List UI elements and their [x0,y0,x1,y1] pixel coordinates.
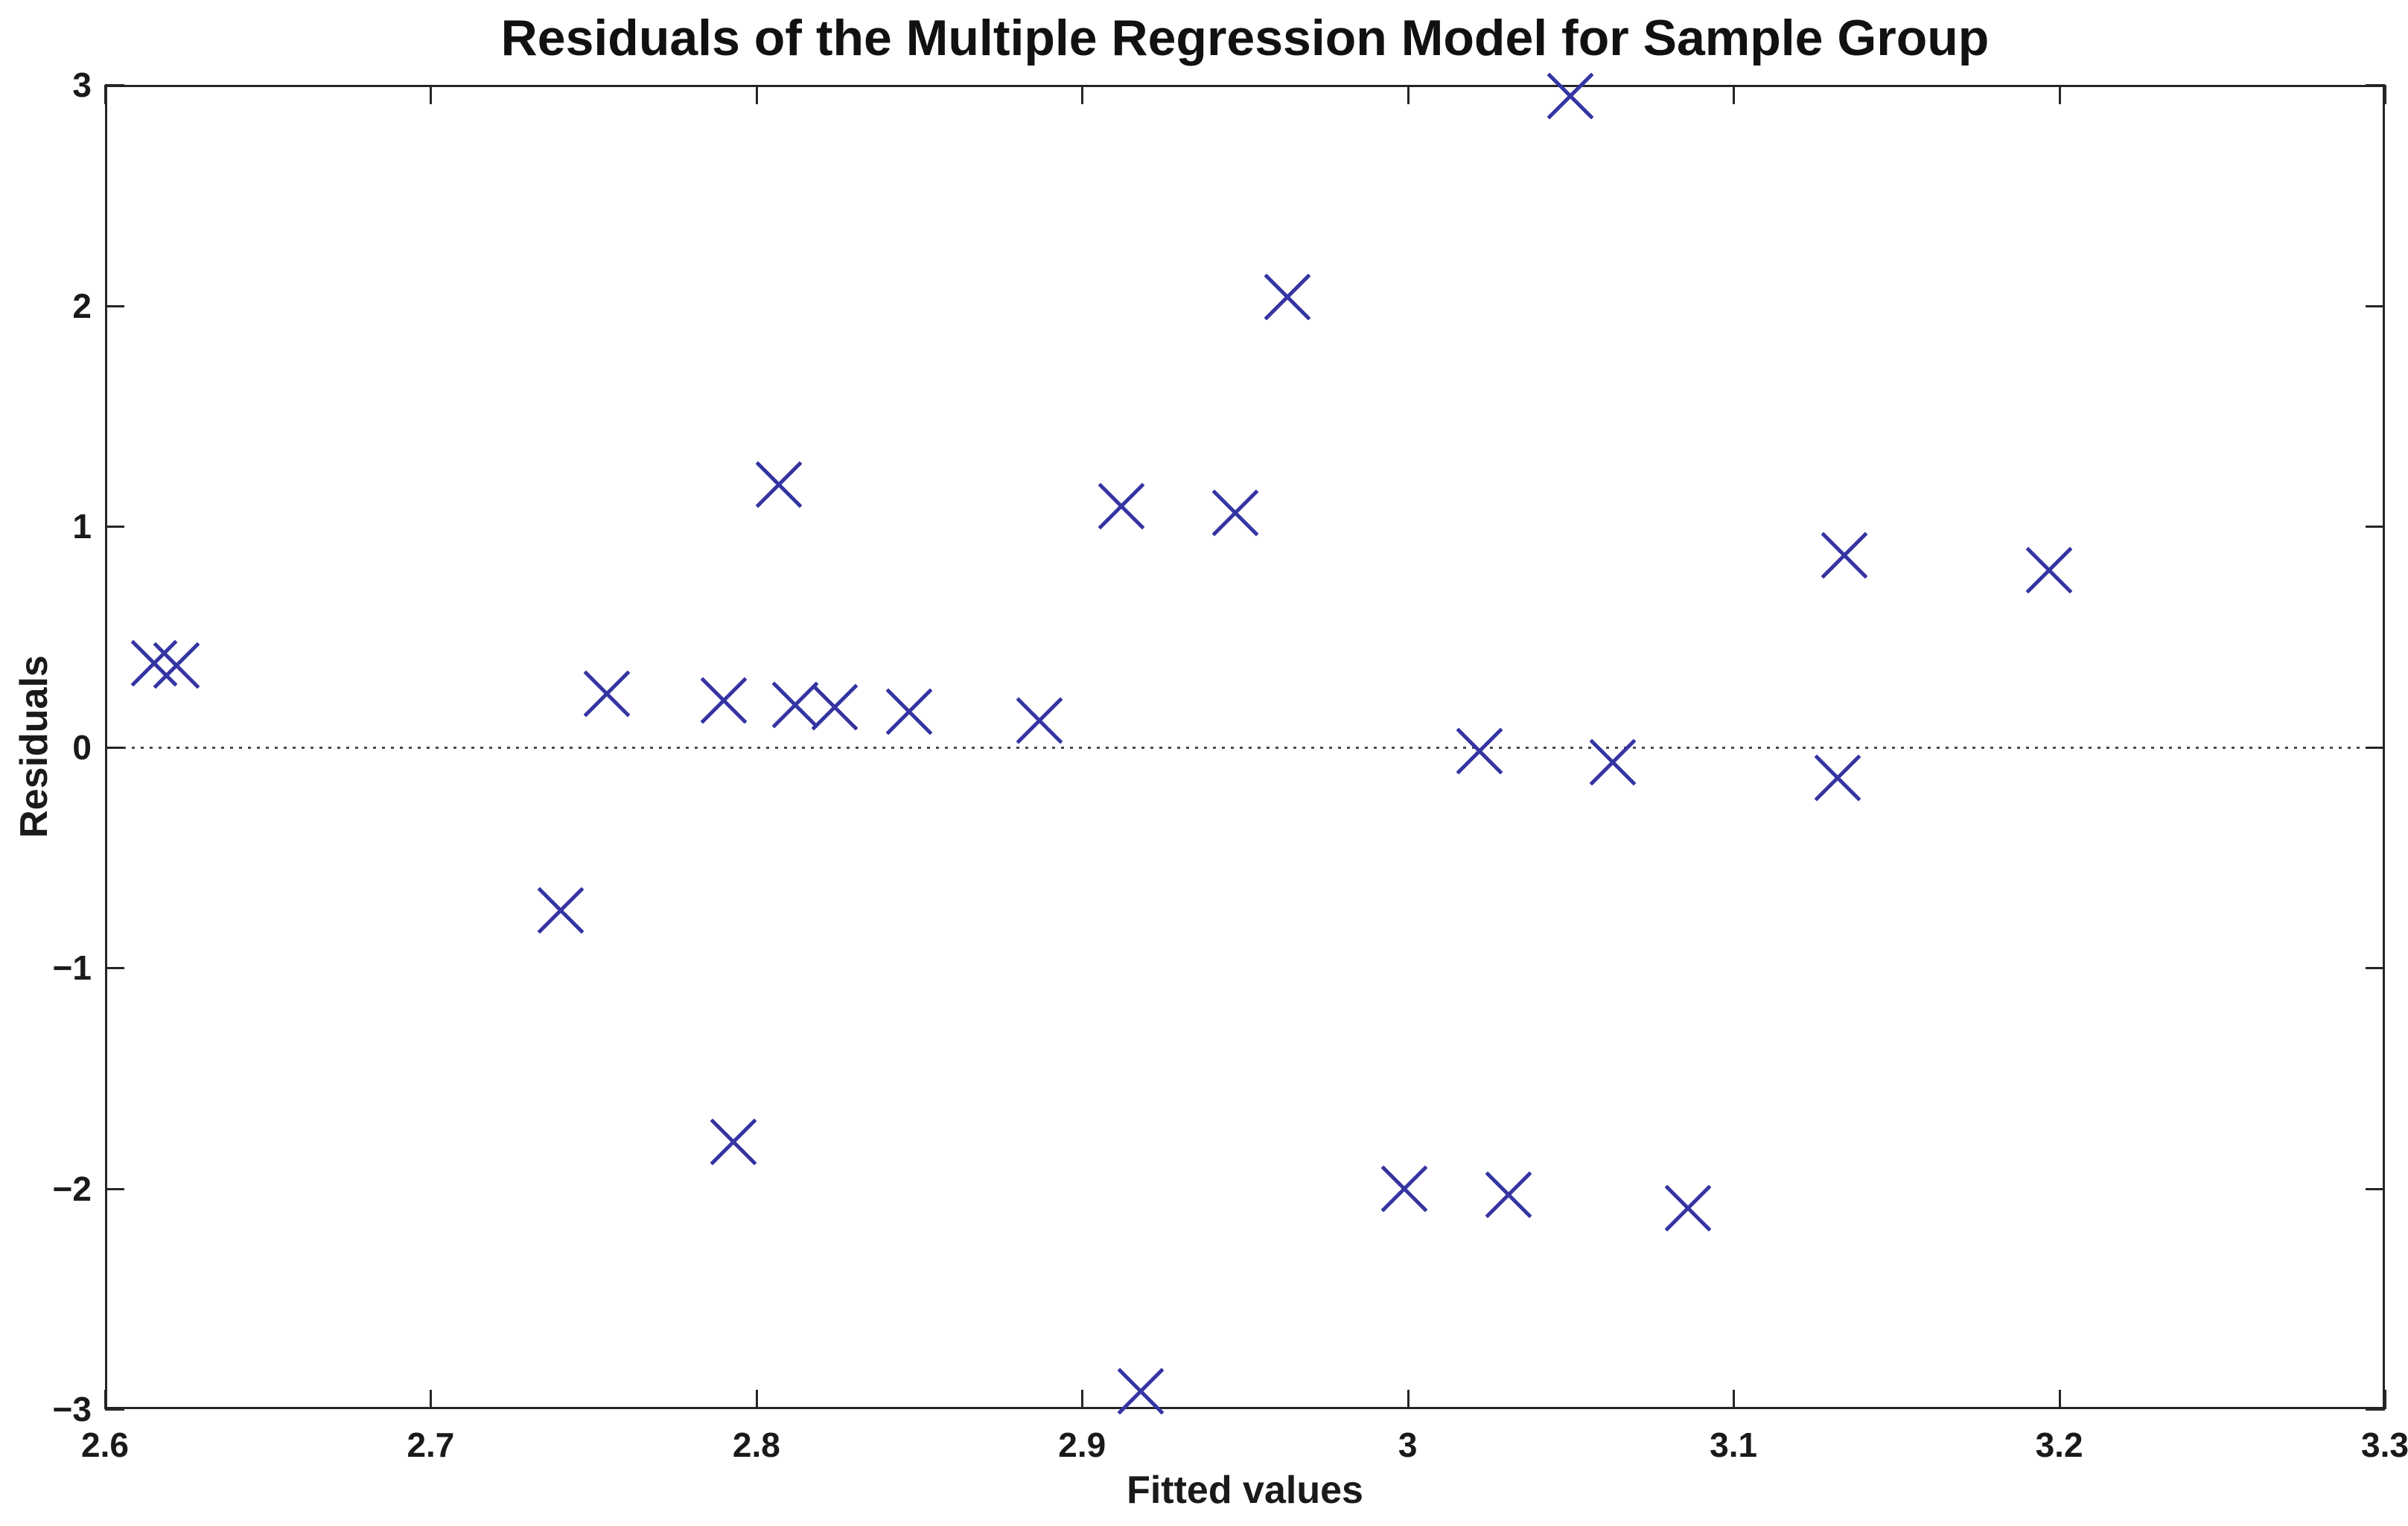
x-tick-label: 3.3 [2361,1426,2408,1464]
y-tick-left [105,526,124,528]
plot-area [104,84,2386,1411]
x-tick-label: 2.9 [1058,1426,1106,1464]
x-tick-top [1733,85,1736,104]
x-axis-label: Fitted values [1127,1469,1363,1512]
data-point-marker [1815,755,1861,801]
data-point-marker [701,677,747,724]
y-tick-right [2366,526,2385,528]
chart-title: Residuals of the Multiple Regression Mod… [500,10,1990,66]
y-tick-label: 3 [72,66,92,104]
x-tick-bottom [755,1390,758,1409]
y-tick-label: 1 [72,507,92,546]
data-point-marker [1665,1185,1711,1231]
x-tick-top [2058,85,2061,104]
x-tick-label: 2.8 [732,1426,780,1464]
y-tick-right [2366,967,2385,969]
y-tick-left [105,1187,124,1190]
x-tick-label: 2.7 [407,1426,455,1464]
y-tick-right [2366,304,2385,307]
y-tick-right [2366,1187,2385,1190]
x-tick-label: 3.2 [2035,1426,2083,1464]
x-tick-top [1407,85,1410,104]
data-point-marker [756,462,802,508]
x-tick-bottom [430,1390,433,1409]
data-point-marker [1456,728,1503,774]
x-tick-bottom [1081,1390,1084,1409]
y-axis-label: Residuals [13,655,56,838]
data-point-marker [1098,483,1144,529]
x-tick-bottom [1733,1390,1736,1409]
y-tick-right [2366,84,2385,86]
x-tick-top [1081,85,1084,104]
data-point-marker [1016,697,1063,744]
data-point-marker [538,887,584,933]
y-tick-left [105,304,124,307]
data-point-marker [1547,73,1593,119]
data-point-marker [584,671,630,717]
y-tick-label: −1 [52,948,92,987]
y-tick-right [2366,1408,2385,1411]
data-point-marker [812,684,858,730]
y-tick-label: −2 [52,1169,92,1208]
data-point-marker [1381,1166,1427,1212]
y-tick-label: 0 [72,727,92,767]
x-tick-top [755,85,758,104]
x-tick-bottom [1407,1390,1410,1409]
y-tick-label: −3 [52,1390,92,1428]
data-point-marker [1485,1172,1532,1218]
zero-reference-line [105,746,2385,749]
y-tick-left [105,1408,124,1411]
x-tick-label: 2.6 [81,1426,129,1464]
data-point-marker [1212,490,1258,536]
x-tick-top [2384,85,2386,104]
data-point-marker [1264,274,1310,320]
data-point-marker [1118,1368,1164,1414]
x-tick-label: 3 [1398,1426,1418,1464]
x-tick-top [430,85,433,104]
y-tick-label: 2 [72,286,92,325]
data-point-marker [710,1119,757,1165]
y-tick-left [105,84,124,86]
x-tick-label: 3.1 [1710,1426,1758,1464]
y-tick-left [105,967,124,969]
data-point-marker [886,689,932,735]
axis-spine-bottom [105,1407,2385,1409]
data-point-marker [153,642,200,689]
x-tick-bottom [2058,1390,2061,1409]
data-point-marker [2026,547,2072,593]
y-tick-left [105,746,124,749]
x-tick-top [104,85,106,104]
data-point-marker [1590,739,1636,785]
axis-spine-top [105,85,2385,87]
x-tick-bottom [104,1390,106,1409]
data-point-marker [1821,532,1867,578]
y-tick-right [2366,746,2385,749]
x-tick-bottom [2384,1390,2386,1409]
